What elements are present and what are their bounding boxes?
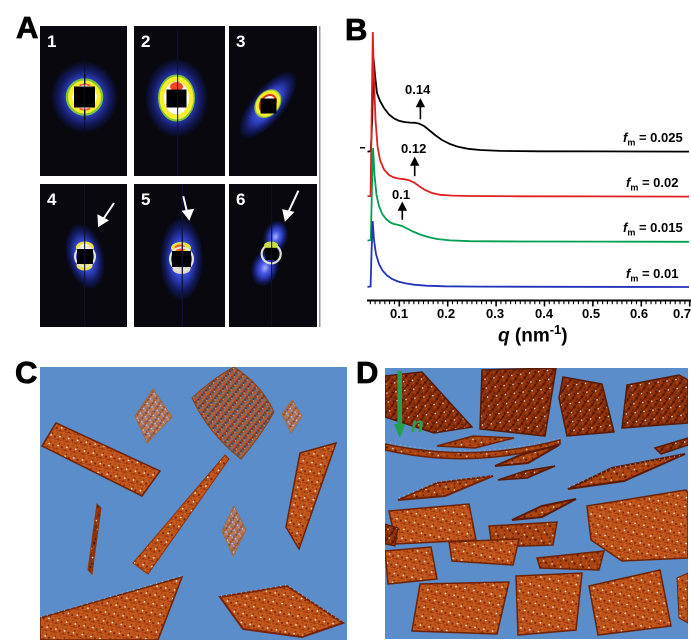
svg-text:5: 5 [141, 190, 150, 209]
svg-text:4: 4 [47, 190, 57, 209]
svg-text:3: 3 [236, 32, 245, 51]
svg-text:n: n [411, 414, 424, 437]
svg-text:2: 2 [141, 32, 150, 51]
svg-text:6: 6 [236, 190, 245, 209]
svg-text:1: 1 [47, 32, 56, 51]
